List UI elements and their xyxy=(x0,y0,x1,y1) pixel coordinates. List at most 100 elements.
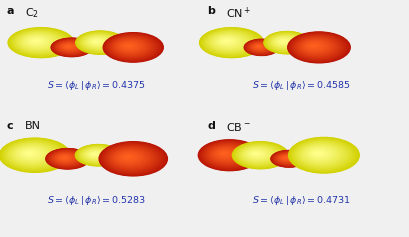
Ellipse shape xyxy=(12,145,52,164)
Ellipse shape xyxy=(248,41,272,53)
Ellipse shape xyxy=(115,39,146,54)
Ellipse shape xyxy=(243,147,272,161)
Ellipse shape xyxy=(273,36,294,47)
Ellipse shape xyxy=(245,40,276,55)
Ellipse shape xyxy=(270,35,299,49)
Ellipse shape xyxy=(119,41,139,51)
Ellipse shape xyxy=(220,38,233,44)
Ellipse shape xyxy=(61,43,78,51)
Ellipse shape xyxy=(316,153,318,154)
Ellipse shape xyxy=(105,145,157,172)
Ellipse shape xyxy=(125,156,129,158)
Ellipse shape xyxy=(31,39,41,43)
Ellipse shape xyxy=(274,152,301,165)
Ellipse shape xyxy=(268,34,301,50)
Ellipse shape xyxy=(114,38,147,55)
Ellipse shape xyxy=(15,146,47,162)
Ellipse shape xyxy=(210,33,247,51)
Ellipse shape xyxy=(305,146,334,161)
Ellipse shape xyxy=(58,155,72,161)
Ellipse shape xyxy=(206,144,249,165)
Ellipse shape xyxy=(48,150,85,168)
Ellipse shape xyxy=(104,33,161,62)
Ellipse shape xyxy=(103,33,162,62)
Ellipse shape xyxy=(300,39,330,54)
Ellipse shape xyxy=(22,150,38,158)
Ellipse shape xyxy=(307,43,320,49)
Ellipse shape xyxy=(57,41,83,53)
Ellipse shape xyxy=(92,39,101,44)
Ellipse shape xyxy=(91,39,102,44)
Text: d: d xyxy=(207,121,214,131)
Ellipse shape xyxy=(274,152,300,164)
Ellipse shape xyxy=(233,142,286,168)
Ellipse shape xyxy=(78,146,117,164)
Ellipse shape xyxy=(249,42,270,52)
Ellipse shape xyxy=(120,41,138,51)
Ellipse shape xyxy=(56,40,85,54)
Ellipse shape xyxy=(106,145,156,171)
Ellipse shape xyxy=(209,146,244,163)
Ellipse shape xyxy=(216,36,239,47)
Ellipse shape xyxy=(58,41,81,52)
Ellipse shape xyxy=(276,38,290,45)
Ellipse shape xyxy=(51,38,92,57)
Ellipse shape xyxy=(299,38,331,55)
Ellipse shape xyxy=(222,39,229,42)
Ellipse shape xyxy=(114,38,146,55)
Ellipse shape xyxy=(121,42,137,50)
Ellipse shape xyxy=(79,32,120,53)
Ellipse shape xyxy=(21,149,39,158)
Ellipse shape xyxy=(90,152,99,156)
Ellipse shape xyxy=(53,152,79,164)
Ellipse shape xyxy=(246,149,267,160)
Ellipse shape xyxy=(106,34,158,60)
Ellipse shape xyxy=(264,32,308,54)
Ellipse shape xyxy=(212,147,239,161)
Ellipse shape xyxy=(303,40,326,52)
Ellipse shape xyxy=(198,140,259,170)
Ellipse shape xyxy=(126,45,129,46)
Ellipse shape xyxy=(270,150,306,167)
Ellipse shape xyxy=(204,30,256,55)
Ellipse shape xyxy=(3,140,64,170)
Ellipse shape xyxy=(13,30,67,55)
Ellipse shape xyxy=(199,140,258,170)
Ellipse shape xyxy=(289,33,346,62)
Ellipse shape xyxy=(207,31,252,53)
Ellipse shape xyxy=(280,155,293,161)
Ellipse shape xyxy=(211,34,245,50)
Ellipse shape xyxy=(218,37,236,46)
Ellipse shape xyxy=(52,152,79,165)
Ellipse shape xyxy=(13,145,51,164)
Ellipse shape xyxy=(2,139,67,171)
Ellipse shape xyxy=(242,147,272,162)
Ellipse shape xyxy=(80,147,114,163)
Ellipse shape xyxy=(119,152,138,162)
Ellipse shape xyxy=(221,152,226,155)
Ellipse shape xyxy=(254,44,263,49)
Ellipse shape xyxy=(248,150,264,158)
Ellipse shape xyxy=(79,32,119,52)
Ellipse shape xyxy=(122,154,133,160)
Ellipse shape xyxy=(81,34,117,51)
Ellipse shape xyxy=(252,152,258,155)
Ellipse shape xyxy=(270,150,307,168)
Ellipse shape xyxy=(246,149,266,159)
Ellipse shape xyxy=(75,144,121,166)
Ellipse shape xyxy=(57,154,72,161)
Ellipse shape xyxy=(312,150,323,156)
Ellipse shape xyxy=(65,45,71,48)
Ellipse shape xyxy=(256,45,261,48)
Ellipse shape xyxy=(275,153,299,164)
Ellipse shape xyxy=(254,153,256,154)
Ellipse shape xyxy=(29,38,44,45)
Ellipse shape xyxy=(249,150,263,158)
Ellipse shape xyxy=(205,31,254,54)
Ellipse shape xyxy=(302,40,328,53)
Ellipse shape xyxy=(312,45,313,46)
Ellipse shape xyxy=(254,44,263,49)
Ellipse shape xyxy=(257,46,259,47)
Ellipse shape xyxy=(55,40,86,54)
Ellipse shape xyxy=(247,41,272,53)
